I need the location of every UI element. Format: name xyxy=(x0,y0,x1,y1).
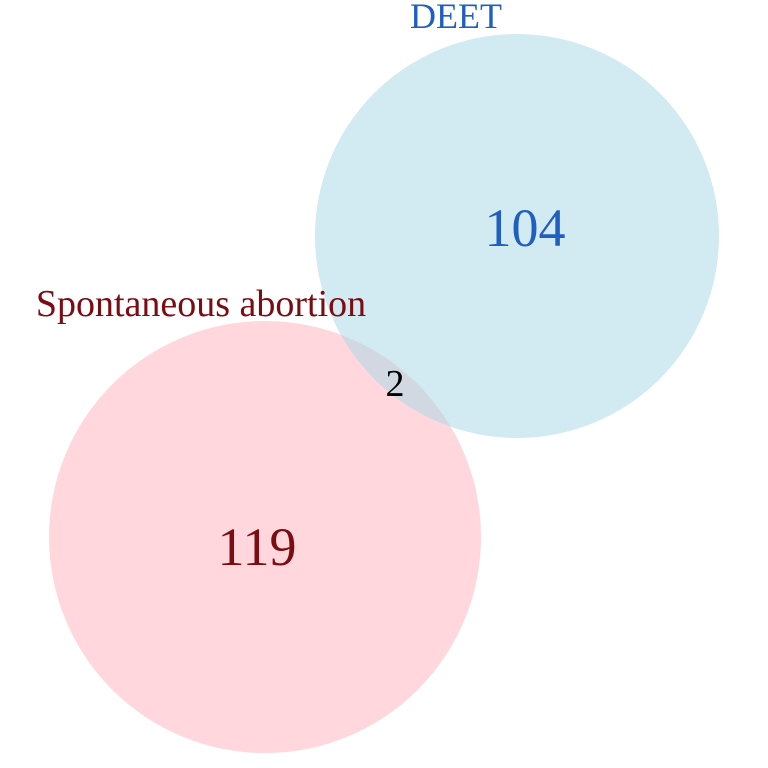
deet-circle xyxy=(315,34,719,438)
spontaneous-abortion-set-label: Spontaneous abortion xyxy=(36,283,366,325)
spontaneous-abortion-only-count: 119 xyxy=(218,517,297,577)
deet-set-label: DEET xyxy=(410,0,502,36)
spontaneous-abortion-circle xyxy=(49,321,481,753)
deet-only-count: 104 xyxy=(485,198,566,258)
intersection-count: 2 xyxy=(386,363,405,405)
